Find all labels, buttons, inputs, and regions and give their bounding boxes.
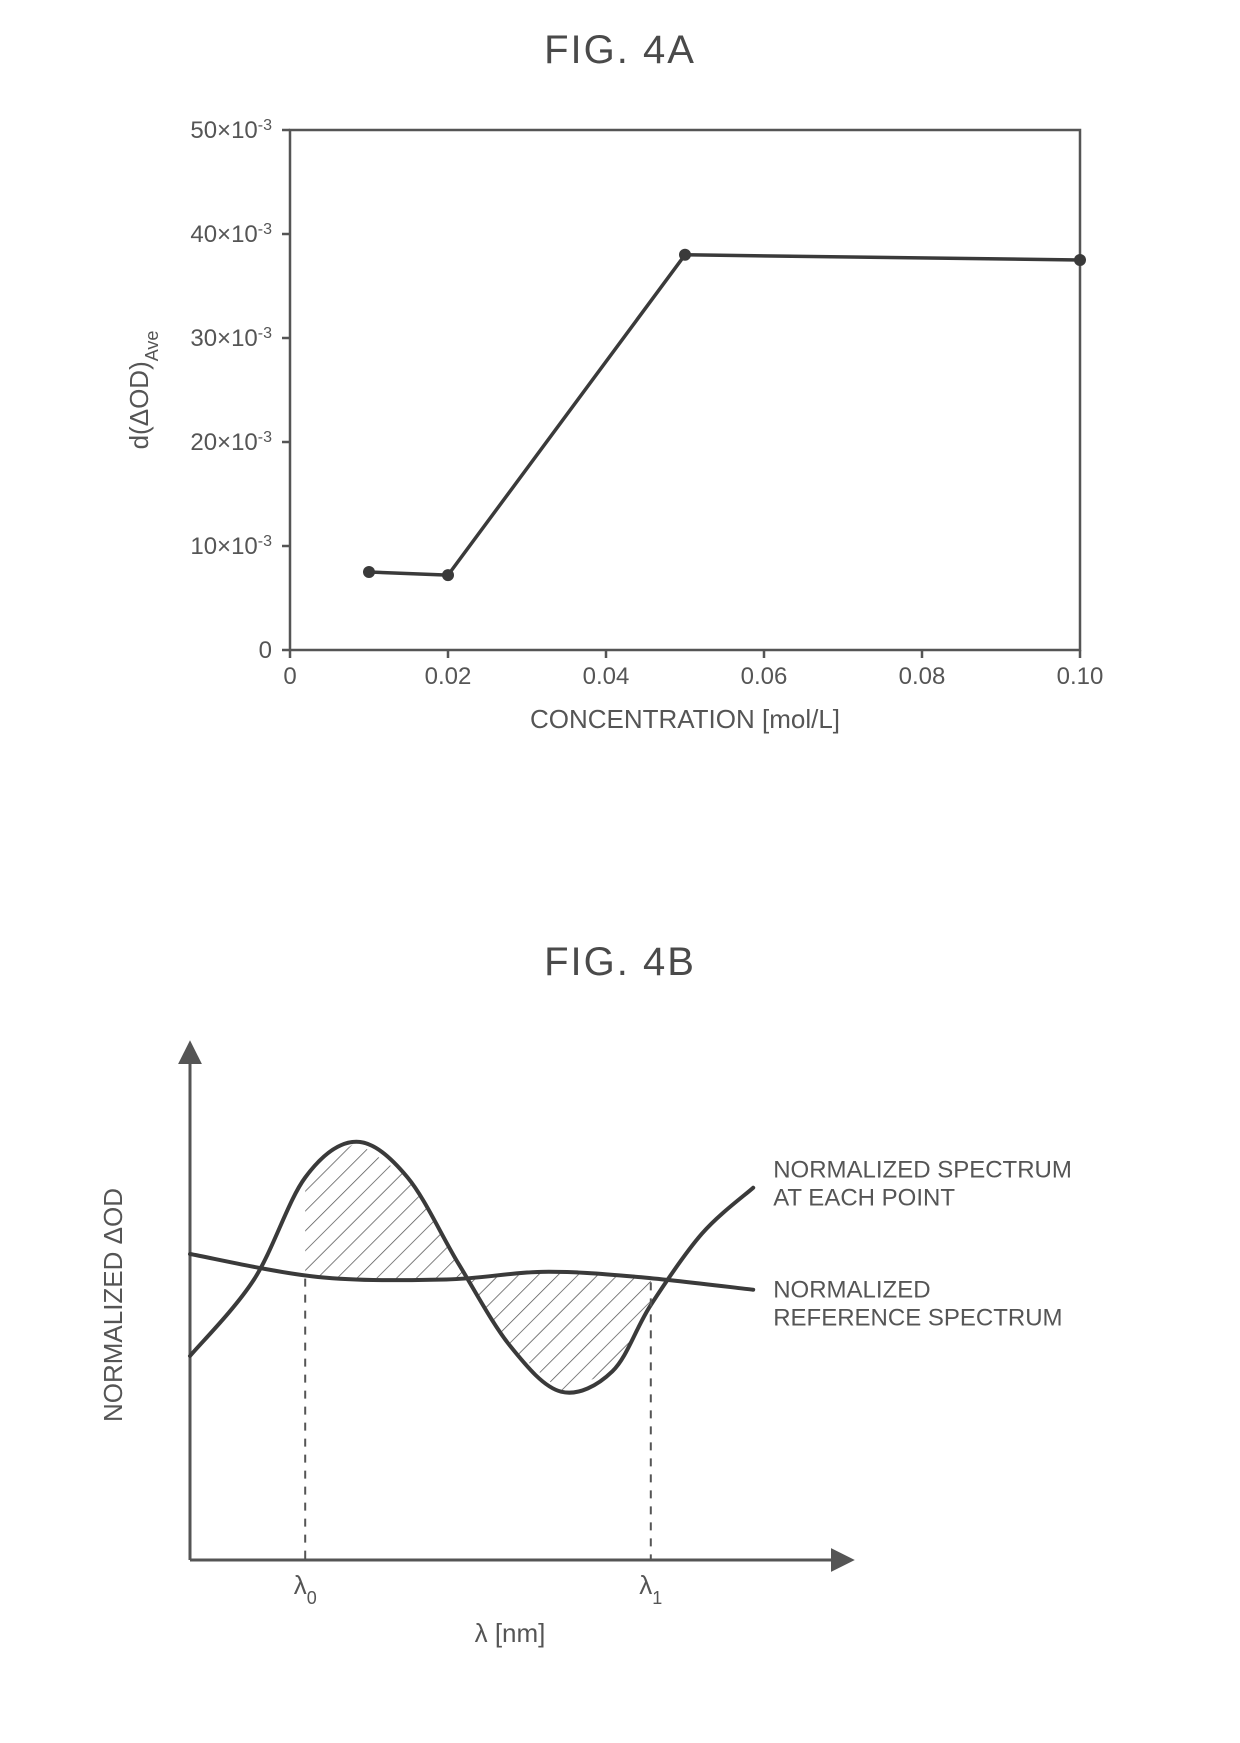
svg-text:50×10-3: 50×10-3 (190, 117, 272, 145)
svg-text:CONCENTRATION [mol/L]: CONCENTRATION [mol/L] (530, 704, 840, 734)
svg-text:30×10-3: 30×10-3 (190, 325, 272, 353)
svg-text:0.08: 0.08 (899, 663, 946, 690)
page: FIG. 4A 0 0.02 0.04 0.06 0.08 0.10 0 10×10-3 20×… (0, 0, 1240, 1743)
svg-text:0.04: 0.04 (583, 663, 630, 690)
svg-text:0.10: 0.10 (1057, 663, 1104, 690)
svg-text:0: 0 (259, 637, 272, 664)
svg-text:d(ΔOD)Ave: d(ΔOD)Ave (124, 331, 162, 450)
fig-4a-title: FIG. 4A (0, 28, 1240, 73)
svg-text:20×10-3: 20×10-3 (190, 429, 272, 457)
fig-4a-chart: 0 0.02 0.04 0.06 0.08 0.10 0 10×10-3 20×10-3 30×1… (120, 100, 1120, 740)
svg-text:NORMALIZED SPECTRUMAT EACH POI: NORMALIZED SPECTRUMAT EACH POINT (773, 1157, 1072, 1212)
svg-text:40×10-3: 40×10-3 (190, 221, 272, 249)
svg-text:0.06: 0.06 (741, 663, 788, 690)
svg-text:10×10-3: 10×10-3 (190, 533, 272, 561)
svg-text:λ0: λ0 (294, 1570, 317, 1608)
svg-text:NORMALIZEDREFERENCE SPECTRUM: NORMALIZEDREFERENCE SPECTRUM (773, 1277, 1062, 1332)
fig-4b-chart: λ0 λ1 λ [nm] NORMALIZED ΔOD NORMALIZED SPECT… (80, 1020, 1200, 1660)
svg-text:λ1: λ1 (639, 1570, 662, 1608)
svg-text:λ [nm]: λ [nm] (475, 1618, 546, 1648)
svg-text:NORMALIZED ΔOD: NORMALIZED ΔOD (98, 1188, 128, 1422)
svg-text:0: 0 (283, 663, 296, 690)
fig-4b-title: FIG. 4B (0, 940, 1240, 985)
svg-text:0.02: 0.02 (425, 663, 472, 690)
